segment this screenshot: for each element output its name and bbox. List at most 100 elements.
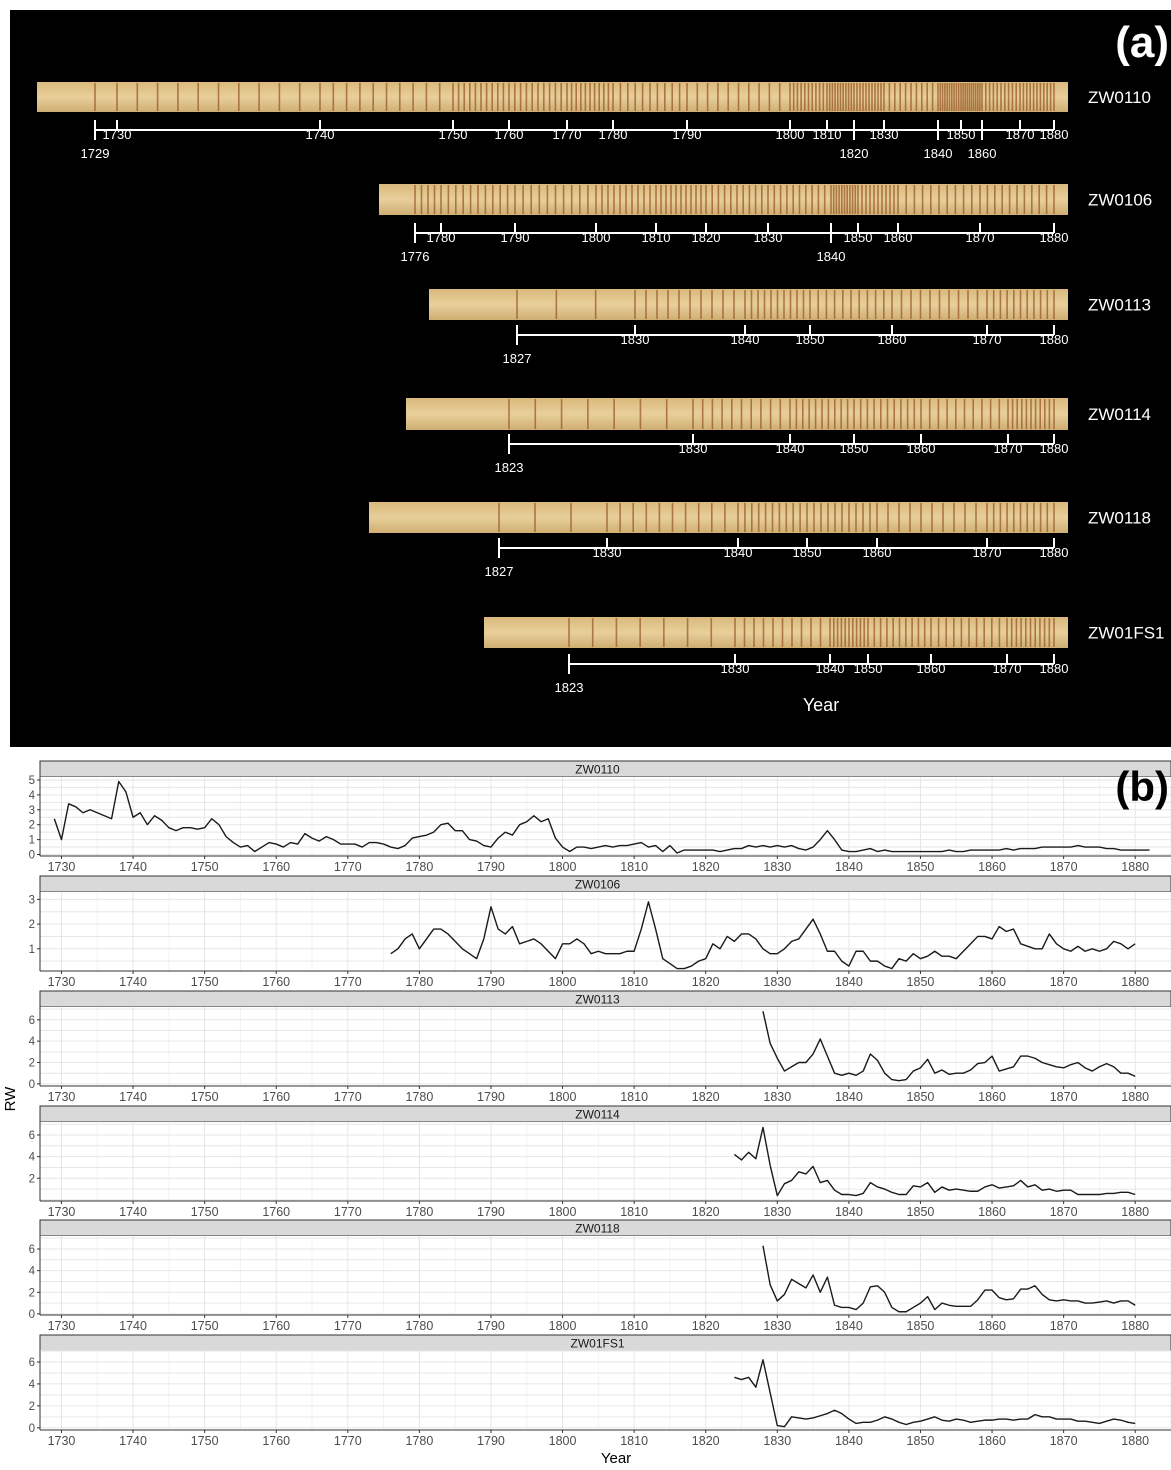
panel-b-label: (b) <box>1115 763 1169 810</box>
year-tick-label: 1800 <box>582 230 611 245</box>
gridlines <box>40 1007 1171 1086</box>
x-tick-label: 1850 <box>907 1319 935 1333</box>
x-tick-label: 1810 <box>620 975 648 989</box>
year-tick-label: 1850 <box>793 545 822 560</box>
x-tick-label: 1770 <box>334 975 362 989</box>
y-tick-label: 4 <box>29 1379 36 1391</box>
rw-series-line <box>762 1245 1136 1313</box>
x-tick-label: 1870 <box>1050 1205 1078 1219</box>
facet-zw0118: ZW0118 0 2 4 6 1730 1740 1750 1760 1770 1780 1790 18… <box>29 1219 1171 1333</box>
wood-sample-zw0106: ZW0106 1776 1780 1790 1800 1810 1820 1830 1840 18… <box>379 184 1152 264</box>
x-tick-label: 1840 <box>835 1090 863 1104</box>
year-tick-label: 1760 <box>495 127 524 142</box>
year-tick-label: 1850 <box>796 332 825 347</box>
x-tick-label: 1790 <box>477 860 505 874</box>
x-tick-label: 1880 <box>1121 975 1149 989</box>
x-tick-label: 1790 <box>477 975 505 989</box>
year-tick-label: 1790 <box>673 127 702 142</box>
year-tick-label: 1870 <box>993 661 1022 676</box>
y-tick-label: 2 <box>29 1287 35 1299</box>
gridlines <box>40 892 1171 971</box>
rw-series-line <box>390 901 1136 970</box>
wood-core-image <box>406 398 1068 430</box>
x-tick-label: 1740 <box>119 860 147 874</box>
facet-plot-area <box>40 1351 1171 1430</box>
year-tick-label: 1830 <box>870 127 899 142</box>
x-tick-label: 1810 <box>620 1090 648 1104</box>
y-tick-label: 6 <box>29 1130 35 1142</box>
gridlines <box>40 777 1171 856</box>
year-tick-label: 1860 <box>863 545 892 560</box>
x-tick-label: 1800 <box>549 860 577 874</box>
tree-rings <box>498 503 1055 532</box>
x-tick-label: 1820 <box>692 860 720 874</box>
x-tick-label: 1870 <box>1050 1319 1078 1333</box>
x-tick-label: 1870 <box>1050 1434 1078 1448</box>
x-tick-label: 1780 <box>405 975 433 989</box>
year-tick-label: 1780 <box>599 127 628 142</box>
x-tick-label: 1730 <box>48 1319 76 1333</box>
y-tick-label: 2 <box>29 1401 35 1413</box>
wood-sample-zw0113: ZW0113 1827 1830 1840 1850 1860 1870 1880 <box>429 289 1151 366</box>
panel-a-svg: (a) ZW0110 1729 1730 1740 1750 1760 1770 1780 17… <box>37 18 1169 715</box>
x-tick-label: 1730 <box>48 860 76 874</box>
year-tick-label: 1870 <box>966 230 995 245</box>
y-tick-label: 5 <box>29 775 35 787</box>
sample-label: ZW0114 <box>1088 405 1151 424</box>
x-tick-label: 1810 <box>620 1205 648 1219</box>
year-tick-label: 1860 <box>917 661 946 676</box>
x-tick-label: 1750 <box>191 975 219 989</box>
year-tick-label: 1840 <box>924 146 953 161</box>
x-tick-label: 1880 <box>1121 860 1149 874</box>
x-tick-label: 1740 <box>119 975 147 989</box>
year-tick-label: 1860 <box>907 441 936 456</box>
wood-sample-zw0114: ZW0114 1823 1830 1840 1850 1860 1870 1880 <box>406 398 1151 475</box>
year-tick-label: 1850 <box>854 661 883 676</box>
year-tick-label: 1850 <box>947 127 976 142</box>
year-tick-label: 1860 <box>878 332 907 347</box>
x-tick-label: 1840 <box>835 1434 863 1448</box>
x-tick-label: 1880 <box>1121 1434 1149 1448</box>
x-tick-label: 1820 <box>692 1090 720 1104</box>
year-tick-label: 1729 <box>81 146 110 161</box>
x-tick-label: 1770 <box>334 1434 362 1448</box>
y-tick-label: 6 <box>29 1244 35 1256</box>
year-tick-label: 1840 <box>776 441 805 456</box>
x-tick-label: 1870 <box>1050 860 1078 874</box>
rw-series-line <box>762 1011 1136 1082</box>
tree-rings <box>508 399 1055 429</box>
x-tick-label: 1780 <box>405 1205 433 1219</box>
year-tick-label: 1827 <box>503 351 532 366</box>
x-tick-label: 1860 <box>978 860 1006 874</box>
year-tick-label: 1823 <box>495 460 524 475</box>
gridlines <box>40 1350 1171 1430</box>
x-tick-label: 1740 <box>119 1205 147 1219</box>
x-tick-label: 1780 <box>405 1319 433 1333</box>
panel-a-xlabel: Year <box>803 695 839 715</box>
x-tick-label: 1870 <box>1050 975 1078 989</box>
x-tick-label: 1850 <box>907 1090 935 1104</box>
rw-series-line <box>53 780 1150 854</box>
gridlines <box>40 1122 1171 1201</box>
x-tick-label: 1790 <box>477 1319 505 1333</box>
x-tick-label: 1780 <box>405 860 433 874</box>
x-tick-label: 1830 <box>763 1205 791 1219</box>
x-tick-label: 1860 <box>978 1434 1006 1448</box>
x-tick-label: 1770 <box>334 1319 362 1333</box>
year-tick-label: 1780 <box>427 230 456 245</box>
year-tick-label: 1870 <box>1006 127 1035 142</box>
x-tick-label: 1810 <box>620 1319 648 1333</box>
tree-rings <box>94 83 1055 111</box>
sample-label: ZW0110 <box>1088 88 1151 107</box>
year-tick-label: 1880 <box>1040 332 1069 347</box>
x-tick-label: 1750 <box>191 1319 219 1333</box>
x-tick-label: 1860 <box>978 1319 1006 1333</box>
x-tick-label: 1770 <box>334 1090 362 1104</box>
year-tick-label: 1820 <box>840 146 869 161</box>
x-tick-label: 1760 <box>262 1319 290 1333</box>
facet-zw0113: ZW0113 0 2 4 6 1730 1740 1750 1760 1770 1780 1790 18… <box>29 990 1171 1104</box>
facet-zw01fs1: ZW01FS1 0 2 4 6 1730 1740 1750 1760 1770 1780 1790 1… <box>29 1334 1171 1448</box>
x-tick-label: 1880 <box>1121 1319 1149 1333</box>
x-tick-label: 1740 <box>119 1090 147 1104</box>
y-tick-label: 4 <box>29 1036 36 1048</box>
